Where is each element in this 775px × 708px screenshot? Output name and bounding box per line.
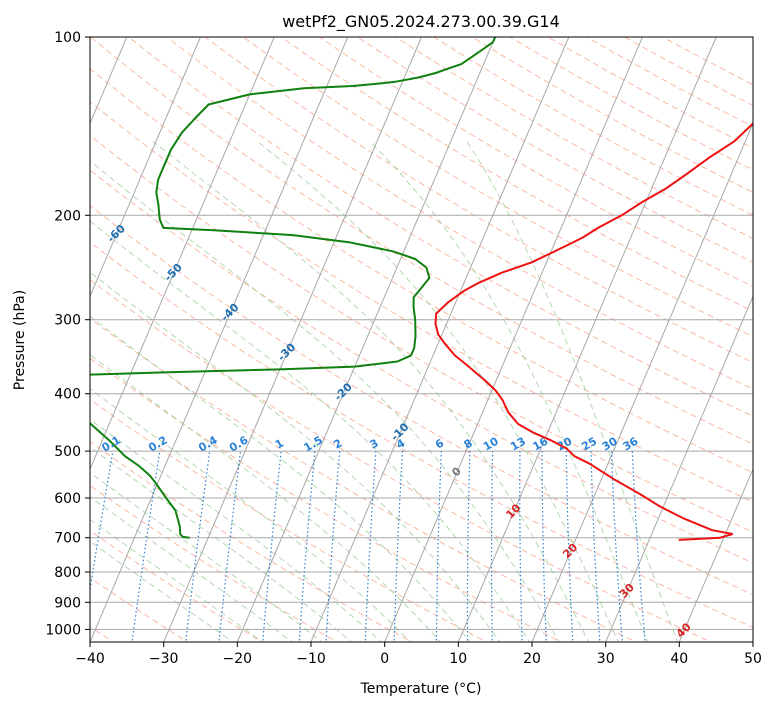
y-tick-label: 900	[54, 595, 81, 611]
dry-adiabat-line	[90, 279, 712, 642]
moist-adiabat-line	[90, 354, 442, 642]
temperature-profile-line	[434, 121, 753, 535]
mixing-ratio-line	[435, 451, 442, 642]
moist-adiabat-line	[90, 446, 353, 642]
mixing-ratio-line	[565, 451, 574, 642]
isotherm-line	[90, 37, 201, 298]
x-tick-label: 10	[449, 651, 467, 667]
sounding-series	[90, 37, 753, 541]
x-tick-label: 20	[523, 651, 541, 667]
x-tick-label: 0	[380, 651, 389, 667]
dry-adiabat-line	[90, 205, 753, 596]
dewpoint-profile-line	[90, 37, 497, 539]
y-tick-label: 500	[54, 444, 81, 460]
y-tick-label: 800	[54, 565, 81, 581]
moist-adiabat-line	[257, 140, 619, 642]
y-tick-label: 1000	[45, 622, 81, 638]
isotherm-line	[531, 122, 753, 642]
dry-adiabat-line	[242, 37, 753, 338]
y-axis-title: Pressure (hPa)	[12, 290, 28, 390]
dry-adiabat-line	[90, 134, 753, 533]
moist-adiabat-line	[90, 220, 531, 642]
moist-adiabat-line	[90, 472, 323, 642]
moist-adiabat-line	[466, 141, 678, 642]
isotherm-line	[605, 295, 753, 642]
isotherm-line	[90, 37, 275, 471]
dry-adiabat-line	[318, 37, 753, 288]
mixing-ratio-line	[490, 451, 494, 642]
y-tick-label: 200	[54, 208, 81, 224]
mixing-ratio-line	[519, 451, 523, 642]
isotherms	[90, 37, 753, 642]
moist-adiabat-line	[90, 418, 382, 642]
isotherm-line	[384, 37, 643, 642]
isotherm-line	[163, 37, 422, 642]
dry-adiabat-line	[90, 68, 753, 474]
x-tick-label: 50	[744, 651, 762, 667]
moist-adiabat-line	[90, 315, 471, 642]
dry-adiabat-line	[90, 441, 413, 642]
moist-adiabat-line	[90, 388, 412, 642]
y-axis-ticks: 1000 900 800 700 600 500 400 300 200 100	[45, 30, 90, 638]
mixing-ratio-line	[541, 451, 547, 642]
dry-adiabat-line	[204, 37, 753, 364]
y-tick-label: 400	[54, 387, 81, 403]
mixing-ratio-line	[393, 451, 404, 642]
y-tick-label: 700	[54, 531, 81, 547]
y-tick-label: 600	[54, 491, 81, 507]
moist-adiabat-line	[369, 140, 649, 642]
moist-adiabats	[90, 140, 678, 642]
y-tick-label: 300	[54, 313, 81, 329]
mixing-ratio-line	[590, 451, 601, 642]
isotherm-line	[457, 37, 717, 642]
x-axis-ticks: −40 −30 −20 −10 0 10 20 30 40 50	[75, 642, 762, 667]
mixing-ratio-line	[364, 451, 377, 642]
mixing-ratio-lines	[90, 450, 646, 642]
moist-adiabat-line	[152, 140, 590, 642]
pressure-grid	[90, 37, 753, 630]
plot-area: -100-90-80-70-60-50-40-30-20-10010203040…	[90, 37, 753, 642]
isotherm-line	[678, 467, 753, 642]
chart-title: wetPf2_GN05.2024.273.00.39.G14	[282, 12, 560, 32]
dry-adiabat-line	[90, 37, 753, 445]
isotherm-line	[236, 37, 496, 642]
dry-adiabat-line	[90, 169, 753, 564]
x-tick-label: −20	[223, 651, 253, 667]
x-tick-label: 30	[597, 651, 615, 667]
plot-frame	[89, 36, 754, 643]
x-tick-label: −30	[149, 651, 179, 667]
isotherm-line	[90, 37, 349, 642]
temperature-profile-segment	[678, 533, 733, 541]
y-tick-label: 100	[54, 30, 81, 46]
x-axis-title: Temperature (°C)	[360, 681, 482, 697]
x-tick-label: 40	[670, 651, 688, 667]
isotherm-line	[310, 37, 570, 642]
mixing-ratio-line	[466, 451, 471, 642]
x-tick-label: −10	[296, 651, 326, 667]
dry-adiabat-line	[90, 317, 638, 642]
moist-adiabat-line	[90, 271, 501, 642]
x-tick-label: −40	[75, 651, 105, 667]
